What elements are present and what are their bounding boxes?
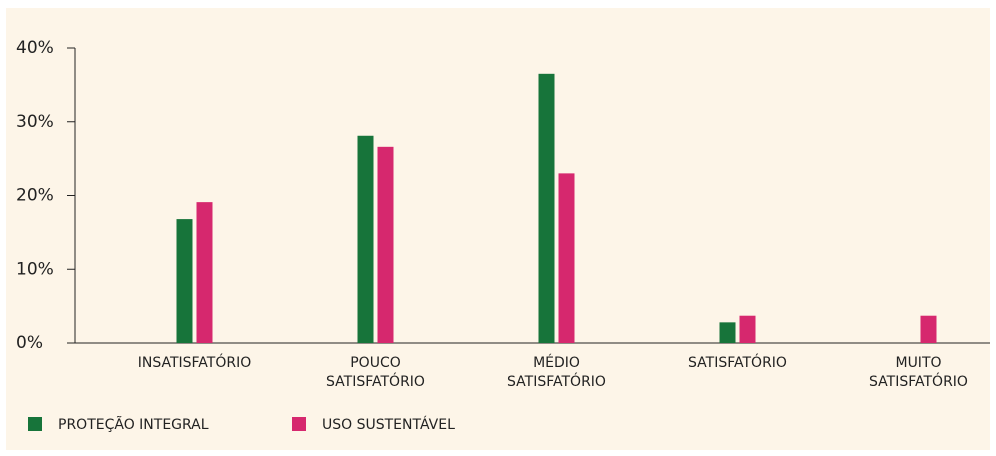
y-tick-label: 40%	[16, 38, 54, 58]
bar	[176, 219, 193, 343]
bar	[719, 322, 736, 343]
y-tick-label: 30%	[16, 112, 54, 132]
bar	[558, 173, 575, 343]
bar	[538, 73, 555, 343]
legend-label: PROTEÇÃO INTEGRAL	[58, 416, 209, 433]
y-tick-label: 20%	[16, 186, 54, 206]
x-tick-label: POUCO SATISFATÓRIO	[326, 355, 425, 390]
legend-label: USO SUSTENTÁVEL	[322, 416, 455, 433]
panel	[6, 8, 990, 450]
legend-swatch	[292, 417, 306, 431]
x-tick-label: SATISFATÓRIO	[688, 355, 787, 371]
bar	[739, 315, 756, 343]
legend-swatch	[28, 417, 42, 431]
y-tick-label: 0%	[16, 333, 43, 353]
bar	[377, 146, 394, 343]
bar	[196, 202, 213, 343]
bar	[357, 135, 374, 343]
x-tick-label: INSATISFATÓRIO	[137, 355, 252, 371]
x-tick-label: MUITO SATISFATÓRIO	[869, 355, 968, 390]
x-tick-label: MÉDIO SATISFATÓRIO	[507, 355, 606, 390]
bar	[920, 315, 937, 343]
y-tick-label: 10%	[16, 259, 54, 279]
